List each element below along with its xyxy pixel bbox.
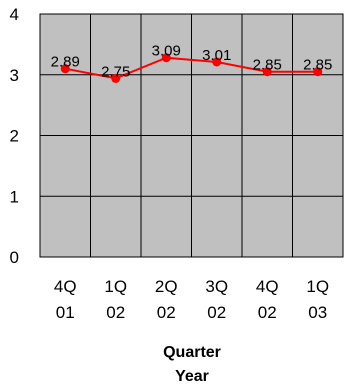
data-label: 2.85 <box>303 57 332 74</box>
y-tick-label: 2 <box>10 127 19 146</box>
x-tick-label-quarter: 1Q <box>104 277 127 296</box>
series-layer <box>60 53 323 83</box>
data-labels: 2.89 2.75 3.09 3.01 2.85 2.85 <box>51 43 333 81</box>
x-tick-label-quarter: 3Q <box>205 277 228 296</box>
data-label: 2.85 <box>253 57 282 74</box>
series-line <box>65 56 318 80</box>
data-point <box>60 64 70 74</box>
x-tick-label-year: 02 <box>258 303 277 322</box>
data-point <box>262 67 272 77</box>
data-label: 3.01 <box>202 47 231 64</box>
x-tick-label-quarter: 4Q <box>54 277 77 296</box>
x-tick-label-year: 02 <box>157 303 176 322</box>
x-axis-title-line1: Quarter <box>163 344 221 361</box>
x-tick-label-quarter: 2Q <box>155 277 178 296</box>
y-tick-label: 0 <box>10 248 19 267</box>
x-axis-title-line2: Year <box>175 368 209 385</box>
y-tick-label: 3 <box>10 66 19 85</box>
x-tick-label-year: 02 <box>207 303 226 322</box>
gridlines <box>40 14 343 257</box>
data-point <box>313 67 323 77</box>
data-label: 2.75 <box>101 63 130 80</box>
y-axis-ticks: 0 1 2 3 4 <box>10 5 19 267</box>
x-tick-label-year: 01 <box>56 303 75 322</box>
y-tick-label: 1 <box>10 187 19 206</box>
x-axis-ticks: 4Q 01 1Q 02 2Q 02 3Q 02 4Q 02 1Q 03 <box>54 277 329 322</box>
x-tick-label-year: 03 <box>308 303 327 322</box>
y-tick-label: 4 <box>10 5 19 24</box>
x-tick-label-quarter: 1Q <box>306 277 329 296</box>
data-point <box>161 53 171 63</box>
data-point <box>111 73 121 83</box>
data-point <box>212 57 222 67</box>
data-label: 2.89 <box>51 54 80 71</box>
data-label: 3.09 <box>152 43 181 60</box>
x-tick-label-year: 02 <box>106 303 125 322</box>
x-tick-label-quarter: 4Q <box>256 277 279 296</box>
